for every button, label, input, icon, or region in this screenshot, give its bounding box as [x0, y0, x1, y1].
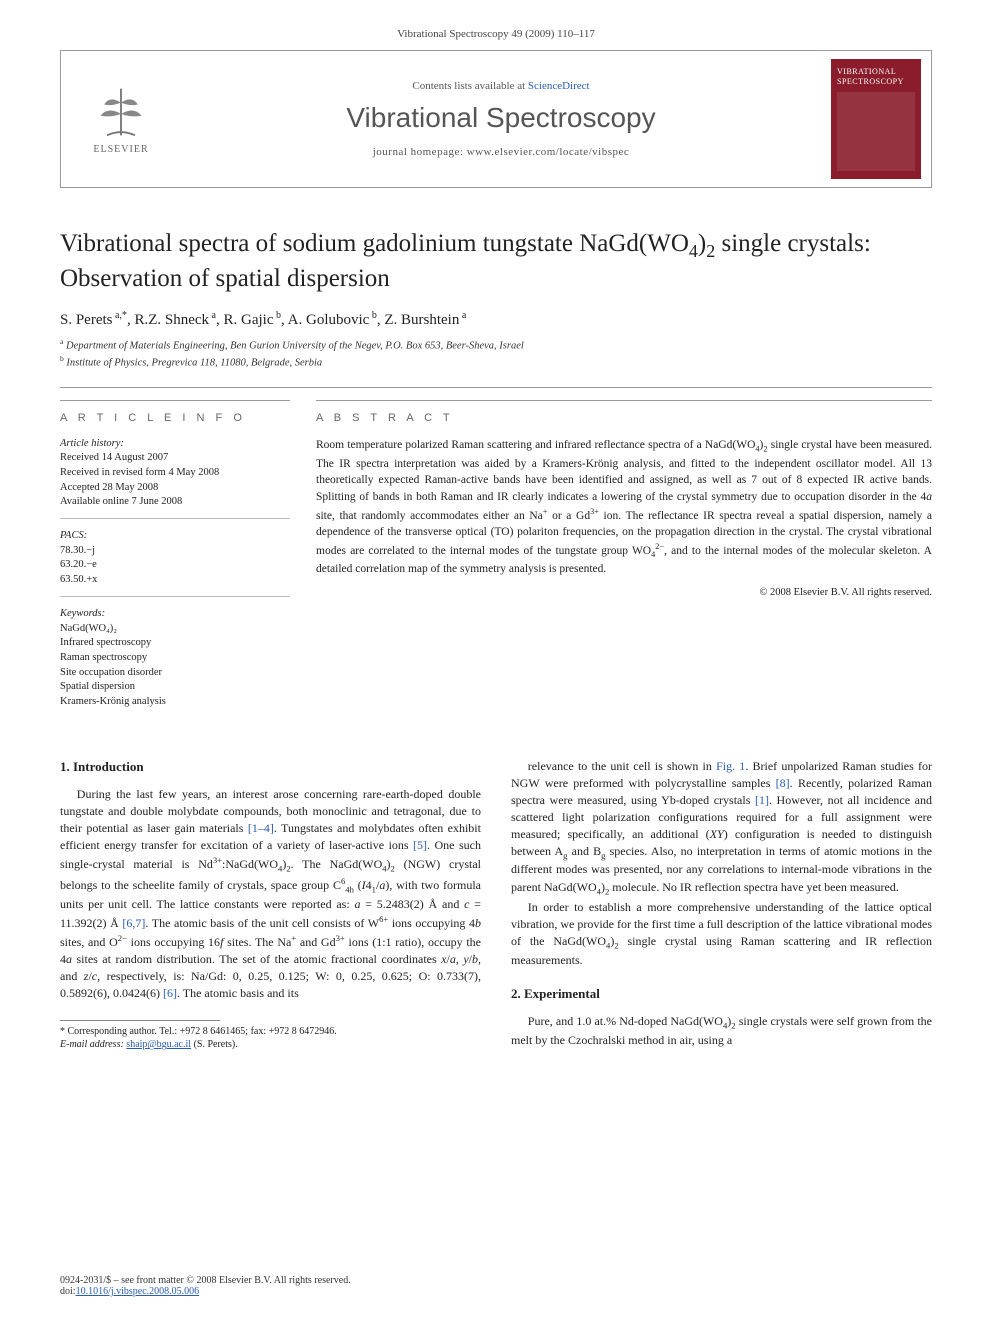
abstract-column: A B S T R A C T Room temperature polariz…: [316, 400, 932, 727]
intro-paragraph-2: In order to establish a more comprehensi…: [511, 899, 932, 969]
doi-line: doi:10.1016/j.vibspec.2008.05.006: [60, 1286, 932, 1297]
cover-title: VIBRATIONAL SPECTROSCOPY: [837, 67, 915, 86]
section-heading-experimental: 2. Experimental: [511, 985, 932, 1003]
abstract-copyright: © 2008 Elsevier B.V. All rights reserved…: [316, 585, 932, 600]
history-received: Received 14 August 2007: [60, 451, 290, 466]
keyword: Raman spectroscopy: [60, 651, 290, 666]
affiliation-b: b Institute of Physics, Pregrevica 118, …: [60, 354, 932, 371]
cover-body: [837, 92, 915, 171]
footnote-separator: [60, 1020, 220, 1021]
front-matter-line: 0924-2031/$ – see front matter © 2008 El…: [60, 1275, 932, 1286]
corresponding-author-note: * Corresponding author. Tel.: +972 8 646…: [60, 1025, 481, 1039]
journal-citation-line: Vibrational Spectroscopy 49 (2009) 110–1…: [60, 28, 932, 40]
journal-header-box: ELSEVIER Contents lists available at Sci…: [60, 50, 932, 188]
email-line: E-mail address: shaip@bgu.ac.il (S. Pere…: [60, 1038, 481, 1052]
pacs-code: 63.50.+x: [60, 573, 290, 588]
pacs-label: PACS:: [60, 529, 290, 544]
keyword: Site occupation disorder: [60, 666, 290, 681]
journal-header-center: Contents lists available at ScienceDirec…: [181, 51, 821, 187]
body-column-right: relevance to the unit cell is shown in F…: [511, 758, 932, 1052]
body-columns: 1. Introduction During the last few year…: [60, 758, 932, 1052]
keywords-label: Keywords:: [60, 607, 290, 622]
pacs-block: PACS: 78.30.−j 63.20.−e 63.50.+x: [60, 529, 290, 597]
keywords-block: Keywords: NaGd(WO₄)₂ Infrared spectrosco…: [60, 607, 290, 718]
article-title: Vibrational spectra of sodium gadolinium…: [60, 228, 932, 296]
author-email-link[interactable]: shaip@bgu.ac.il: [126, 1039, 191, 1050]
email-suffix: (S. Perets).: [194, 1039, 238, 1050]
tree-icon: [93, 84, 149, 140]
email-label: E-mail address:: [60, 1039, 124, 1050]
journal-title: Vibrational Spectroscopy: [346, 102, 655, 134]
article-history-block: Article history: Received 14 August 2007…: [60, 437, 290, 519]
affiliation-text: Institute of Physics, Pregrevica 118, 11…: [66, 358, 322, 369]
keyword: Infrared spectroscopy: [60, 636, 290, 651]
journal-cover-cell: VIBRATIONAL SPECTROSCOPY: [821, 51, 931, 187]
article-history-label: Article history:: [60, 437, 290, 452]
info-abstract-row: A R T I C L E I N F O Article history: R…: [60, 387, 932, 727]
journal-homepage-line: journal homepage: www.elsevier.com/locat…: [373, 146, 630, 158]
abstract-heading: A B S T R A C T: [316, 411, 932, 427]
elsevier-logo: ELSEVIER: [76, 74, 166, 164]
experimental-paragraph: Pure, and 1.0 at.% Nd-doped NaGd(WO4)2 s…: [511, 1013, 932, 1049]
body-column-left: 1. Introduction During the last few year…: [60, 758, 481, 1052]
publisher-logo-cell: ELSEVIER: [61, 51, 181, 187]
keyword: Kramers-Krönig analysis: [60, 695, 290, 710]
history-online: Available online 7 June 2008: [60, 495, 290, 510]
article-info-column: A R T I C L E I N F O Article history: R…: [60, 400, 290, 727]
author-list: S. Perets a,*, R.Z. Shneck a, R. Gajic b…: [60, 310, 932, 329]
journal-cover-thumbnail: VIBRATIONAL SPECTROSCOPY: [831, 59, 921, 179]
section-heading-introduction: 1. Introduction: [60, 758, 481, 776]
keyword: Spatial dispersion: [60, 680, 290, 695]
history-revised: Received in revised form 4 May 2008: [60, 466, 290, 481]
footnotes: * Corresponding author. Tel.: +972 8 646…: [60, 1025, 481, 1052]
contents-prefix: Contents lists available at: [412, 80, 527, 92]
history-accepted: Accepted 28 May 2008: [60, 481, 290, 496]
sciencedirect-link[interactable]: ScienceDirect: [528, 80, 590, 92]
affiliations: a Department of Materials Engineering, B…: [60, 337, 932, 371]
homepage-url: www.elsevier.com/locate/vibspec: [467, 146, 630, 158]
doi-link[interactable]: 10.1016/j.vibspec.2008.05.006: [76, 1286, 200, 1297]
pacs-code: 78.30.−j: [60, 544, 290, 559]
page-footer: 0924-2031/$ – see front matter © 2008 El…: [60, 1275, 932, 1297]
affiliation-text: Department of Materials Engineering, Ben…: [66, 340, 524, 351]
intro-paragraph: During the last few years, an interest a…: [60, 786, 481, 1002]
article-info-heading: A R T I C L E I N F O: [60, 411, 290, 426]
keyword: NaGd(WO₄)₂: [60, 622, 290, 637]
intro-paragraph-cont: relevance to the unit cell is shown in F…: [511, 758, 932, 898]
publisher-name: ELSEVIER: [93, 144, 148, 155]
affiliation-a: a Department of Materials Engineering, B…: [60, 337, 932, 354]
homepage-prefix: journal homepage:: [373, 146, 467, 158]
contents-lists-line: Contents lists available at ScienceDirec…: [412, 80, 589, 92]
pacs-code: 63.20.−e: [60, 558, 290, 573]
doi-prefix: doi:: [60, 1286, 76, 1297]
abstract-text: Room temperature polarized Raman scatter…: [316, 437, 932, 577]
